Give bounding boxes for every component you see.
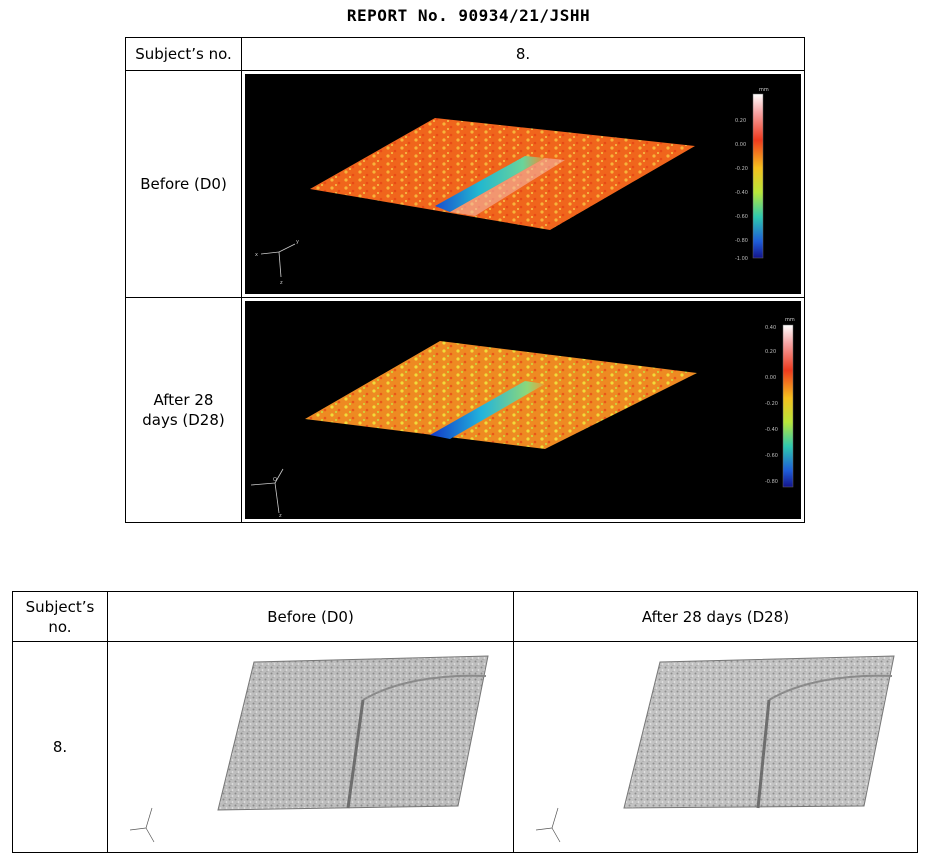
- header-subject-label: Subject’s no.: [125, 37, 242, 71]
- svg-text:-0.20: -0.20: [765, 401, 778, 407]
- svg-text:-0.20: -0.20: [735, 166, 748, 172]
- header-subject-value: 8.: [241, 37, 805, 71]
- svg-text:O: O: [273, 477, 277, 483]
- before-image-cell: mm 0.20 0.00 -0.20 -0.40 -0.60 -0.80 -1.…: [241, 70, 805, 298]
- row-label-before: Before (D0): [125, 70, 242, 298]
- svg-text:0.00: 0.00: [765, 375, 776, 381]
- after-groove: [430, 381, 545, 439]
- before-grayscale-image: [129, 655, 489, 843]
- svg-text:-0.40: -0.40: [735, 190, 748, 196]
- svg-text:0.20: 0.20: [765, 349, 776, 355]
- svg-text:0.40: 0.40: [765, 325, 776, 331]
- svg-text:y: y: [296, 239, 299, 245]
- before-3d-profilometry-image: mm 0.20 0.00 -0.20 -0.40 -0.60 -0.80 -1.…: [245, 74, 801, 294]
- svg-text:0.00: 0.00: [735, 142, 746, 148]
- before-colorbar: [752, 93, 764, 259]
- after-gray-surface: [623, 655, 895, 809]
- row-label-after: After 28 days (D28): [125, 297, 242, 523]
- before-groove: [435, 156, 545, 212]
- bottom-header-after: After 28 days (D28): [513, 591, 918, 642]
- after-colorbar: [782, 324, 794, 488]
- svg-text:z: z: [279, 513, 282, 519]
- after-grayscale-image-cell: [513, 641, 918, 853]
- bottom-table: Subject’s no. Before (D0) After 28 days …: [12, 591, 918, 853]
- svg-text:-0.60: -0.60: [735, 214, 748, 220]
- svg-text:-0.80: -0.80: [735, 238, 748, 244]
- before-axes-triad: [260, 243, 296, 278]
- bottom-header-before: Before (D0): [107, 591, 514, 642]
- svg-text:-0.80: -0.80: [765, 479, 778, 485]
- svg-text:mm: mm: [759, 87, 769, 93]
- before-grayscale-image-cell: [107, 641, 514, 853]
- after-image-cell: mm 0.40 0.20 0.00 -0.20 -0.40 -0.60 -0.8…: [241, 297, 805, 523]
- before-colorbar-ticks: 0.20 0.00 -0.20 -0.40 -0.60 -0.80 -1.00: [735, 118, 748, 262]
- after-gray-axes-triad: [535, 807, 561, 843]
- bottom-header-subject: Subject’s no.: [12, 591, 108, 642]
- bottom-subject-value: 8.: [12, 641, 108, 853]
- svg-text:x: x: [255, 252, 258, 258]
- before-gray-axes-triad: [129, 807, 155, 843]
- after-axes-triad: [250, 468, 284, 514]
- before-gray-surface: [217, 655, 489, 811]
- svg-text:z: z: [280, 280, 283, 286]
- after-grayscale-image: [535, 655, 895, 843]
- svg-text:-0.40: -0.40: [765, 427, 778, 433]
- svg-text:mm: mm: [785, 317, 795, 323]
- report-title: REPORT No. 90934/21/JSHH: [346, 6, 591, 25]
- after-3d-profilometry-image: mm 0.40 0.20 0.00 -0.20 -0.40 -0.60 -0.8…: [245, 301, 801, 519]
- after-colorbar-ticks: 0.40 0.20 0.00 -0.20 -0.40 -0.60 -0.80: [765, 325, 778, 485]
- svg-text:0.20: 0.20: [735, 118, 746, 124]
- svg-text:-0.60: -0.60: [765, 453, 778, 459]
- top-table: Subject’s no. 8. Before (D0): [125, 37, 805, 523]
- svg-text:-1.00: -1.00: [735, 256, 748, 262]
